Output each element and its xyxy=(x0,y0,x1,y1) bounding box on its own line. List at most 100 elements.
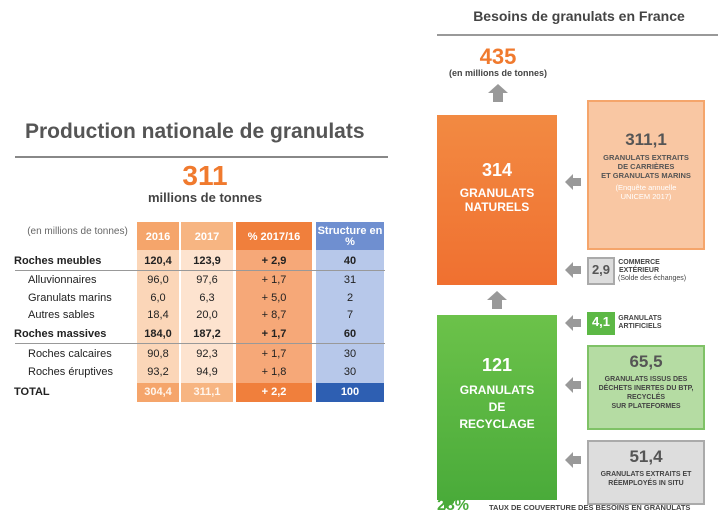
header-bg xyxy=(316,222,384,250)
table-cell: Autres sables xyxy=(28,309,95,321)
recycling-label: GRANULATS xyxy=(459,383,535,397)
unit: (en millions de tonnes) xyxy=(448,68,547,78)
artificial-label: GRANULATS xyxy=(618,315,662,322)
table-cell: Granulats marins xyxy=(28,292,112,304)
table-cell: Roches meubles xyxy=(14,255,102,267)
arrow xyxy=(565,262,573,278)
artificial-box xyxy=(587,312,615,335)
quarry-value: 311,1 xyxy=(625,130,667,149)
total-bg xyxy=(236,383,312,402)
natural-label: GRANULATS xyxy=(459,186,535,200)
table-cell: 187,2 xyxy=(193,328,221,340)
coverage-label: TAUX DE COUVERTURE DES BESOINS EN GRANUL… xyxy=(489,503,691,512)
arrow xyxy=(573,456,581,464)
column-bg xyxy=(181,222,233,402)
total-value: 311 xyxy=(182,160,228,191)
header-bg xyxy=(137,222,179,250)
arrow xyxy=(565,174,573,190)
table-cell: 96,0 xyxy=(147,274,169,286)
trade-value: 2,9 xyxy=(591,262,611,277)
table-cell: 40 xyxy=(343,255,357,267)
natural-value: 314 xyxy=(481,160,513,180)
table-cell: 20,0 xyxy=(196,309,218,321)
coverage-value: 28% xyxy=(437,497,470,514)
row-rule xyxy=(15,270,385,271)
quarry-note: (Enquête annuelle xyxy=(615,183,677,192)
insitu-value: 51,4 xyxy=(629,447,663,466)
arrow xyxy=(487,291,507,300)
total: 435 xyxy=(479,44,517,69)
arrow xyxy=(573,319,581,327)
table-cell: 92,3 xyxy=(196,348,218,360)
table-header: 2016 xyxy=(145,230,171,243)
table-cell: 30 xyxy=(343,348,357,360)
table-cell: 7 xyxy=(346,309,354,321)
quarry-label: ET GRANULATS MARINS xyxy=(601,171,691,180)
natural-box xyxy=(437,115,557,285)
table-header: 2017 xyxy=(194,230,220,243)
table-cell: 120,4 xyxy=(144,255,172,267)
table-cell: Roches calcaires xyxy=(28,348,112,360)
quarry-label: GRANULATS EXTRAITS xyxy=(603,153,689,162)
btp-label: GRANULATS ISSUS DES xyxy=(604,376,688,383)
total-bg xyxy=(316,383,384,402)
table-cell: 97,6 xyxy=(196,274,218,286)
table-cell: Roches éruptives xyxy=(28,366,113,378)
arrow xyxy=(573,381,581,389)
table-cell: + 1,7 xyxy=(261,328,287,340)
trade-label: EXTÉRIEUR xyxy=(618,267,660,274)
table-cell: 18,4 xyxy=(147,309,169,321)
insitu-box xyxy=(587,440,705,505)
table-cell: 184,0 xyxy=(144,328,172,340)
table-cell: 6,0 xyxy=(150,292,166,304)
table-cell: Roches massives xyxy=(14,328,107,340)
rule xyxy=(437,34,718,36)
right-title: Besoins de granulats en France xyxy=(473,8,685,24)
arrow xyxy=(565,377,573,393)
arrow xyxy=(573,266,581,274)
table-cell: + 2,9 xyxy=(261,255,287,267)
quarry-box xyxy=(587,100,705,250)
table-cell: + 1,7 xyxy=(261,274,287,286)
insitu-label: GRANULATS EXTRAITS ET xyxy=(600,471,692,478)
total-bg xyxy=(137,383,179,402)
table-cell: 311,1 xyxy=(193,386,221,398)
trade-box xyxy=(587,257,615,285)
table-cell: Alluvionnaires xyxy=(28,274,97,286)
natural-label: NATURELS xyxy=(464,200,530,214)
rule xyxy=(15,156,388,158)
arrow xyxy=(492,299,502,309)
column-bg xyxy=(316,222,384,402)
header-bg xyxy=(236,222,312,250)
recycling-label: RECYCLAGE xyxy=(459,417,535,431)
arrow xyxy=(565,315,573,331)
quarry-note: UNICEM 2017) xyxy=(620,192,672,201)
total-unit: millions de tonnes xyxy=(147,190,263,205)
table-header: Structure en % xyxy=(317,225,383,248)
table-cell: 94,9 xyxy=(196,366,218,378)
column-bg xyxy=(236,222,312,402)
table-cell: 100 xyxy=(340,386,360,398)
row-rule xyxy=(15,343,385,344)
total-bg xyxy=(181,383,233,402)
btp-label: RECYCLÉS xyxy=(626,394,666,401)
table-cell: 304,4 xyxy=(144,386,172,398)
insitu-label: RÉEMPLOYÉS IN SITU xyxy=(608,480,684,487)
column-bg xyxy=(137,222,179,402)
recycling-box xyxy=(437,315,557,500)
table-cell: + 5,0 xyxy=(261,292,287,304)
table-header: % 2017/16 xyxy=(247,230,301,243)
btp-label: DÉCHETS INERTES DU BTP, xyxy=(598,385,694,392)
btp-label: SUR PLATEFORMES xyxy=(611,403,681,410)
artificial-label: ARTIFICIELS xyxy=(618,323,662,330)
table-cell: 30 xyxy=(343,366,357,378)
table-cell: + 8,7 xyxy=(261,309,287,321)
trade-label: COMMERCE xyxy=(618,259,660,266)
btp-value: 65,5 xyxy=(629,352,663,371)
artificial-value: 4,1 xyxy=(591,314,611,329)
table-cell: TOTAL xyxy=(14,386,50,398)
table-cell: 6,3 xyxy=(199,292,215,304)
arrow xyxy=(565,452,573,468)
arrow xyxy=(493,92,503,102)
